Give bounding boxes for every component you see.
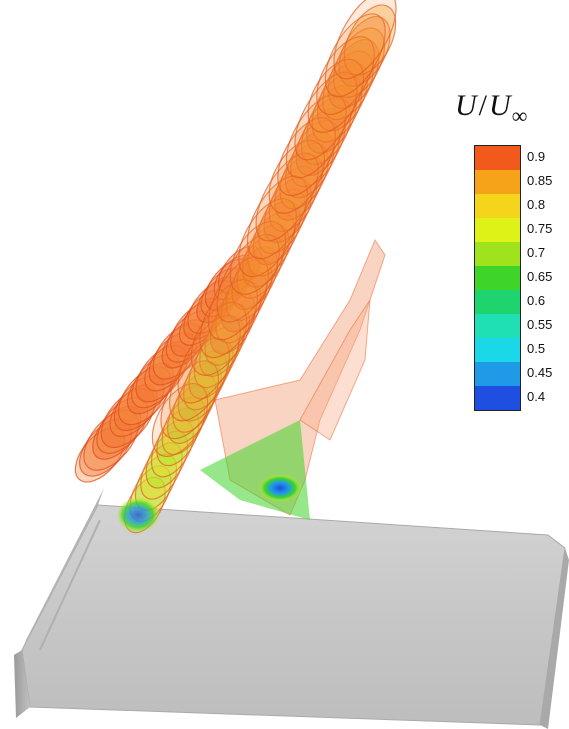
colorbar-tick-label: 0.4 xyxy=(527,389,546,404)
vortex-ring xyxy=(307,58,365,133)
colorbar-swatch xyxy=(475,338,520,362)
low-velocity-region xyxy=(116,420,310,533)
vortex-ring xyxy=(268,139,326,214)
vortex-ring xyxy=(190,302,248,376)
vortex-isosurfaces xyxy=(74,0,397,534)
legend-title: U/U∞ xyxy=(455,89,528,128)
colorbar-swatch xyxy=(475,314,520,338)
colorbar-swatch xyxy=(475,170,520,194)
colorbar-swatch xyxy=(475,146,520,170)
vortex-ring xyxy=(151,383,209,457)
colorbar-swatch xyxy=(475,386,520,410)
vortex-sheet xyxy=(299,299,371,441)
colorbar-swatch xyxy=(475,362,520,386)
vortex-ring xyxy=(135,344,188,403)
vortex-ring xyxy=(324,13,386,98)
colorbar-tick-label: 0.7 xyxy=(527,245,546,260)
vortex-ring xyxy=(229,220,287,295)
colorbar-tick-label: 0.85 xyxy=(527,173,553,188)
colorbar-swatch xyxy=(475,242,520,266)
colorbar-swatch xyxy=(475,218,520,242)
colorbar xyxy=(474,145,521,411)
wing-body xyxy=(14,488,569,729)
vortex-ring xyxy=(333,0,397,80)
colorbar-tick-label: 0.9 xyxy=(527,149,546,164)
colorbar-tick-label: 0.6 xyxy=(527,293,546,308)
color-legend: U/U∞ 0.9 0.85 0.8 0.75 0.7 0.65 0.6 0.55 0.5 0.45… xyxy=(445,88,565,428)
colorbar-tick-label: 0.65 xyxy=(527,269,553,284)
colorbar-tick-label: 0.75 xyxy=(527,221,553,236)
colorbar-swatch xyxy=(475,266,520,290)
vortex-ring xyxy=(145,430,189,489)
vortex-ring xyxy=(255,152,319,242)
colorbar-tick-label: 0.45 xyxy=(527,365,553,380)
colorbar-tick-label: 0.55 xyxy=(527,317,553,332)
vortex-ring xyxy=(100,388,156,448)
vortex-ring xyxy=(118,366,172,426)
vortex-ring xyxy=(140,442,183,500)
vortex-ring xyxy=(294,71,358,161)
colorbar-tick-label: 0.8 xyxy=(527,197,546,212)
vortex-ring xyxy=(216,233,280,323)
colorbar-tick-label: 0.5 xyxy=(527,341,546,356)
colorbar-swatch xyxy=(475,194,520,218)
colorbar-swatch xyxy=(475,290,520,314)
vortex-ring xyxy=(177,314,241,404)
